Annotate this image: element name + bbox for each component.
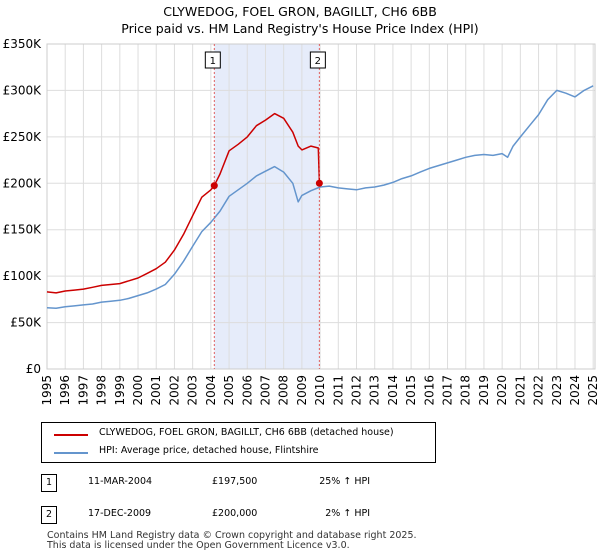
sale-label-number: 1 — [210, 56, 216, 67]
x-tick-label: 2020 — [495, 375, 509, 406]
x-tick-label: 1998 — [95, 375, 109, 406]
title: CLYWEDOG, FOEL GRON, BAGILLT, CH6 6BB — [163, 4, 437, 19]
y-tick-label: £50K — [10, 316, 42, 330]
y-tick-label: £0 — [26, 362, 41, 376]
legend-label-property: CLYWEDOG, FOEL GRON, BAGILLT, CH6 6BB (d… — [99, 427, 394, 438]
legend-swatch-hpi — [54, 452, 88, 454]
x-tick-label: 2002 — [167, 375, 181, 406]
x-tick-label: 2018 — [459, 375, 473, 406]
x-tick-label: 2017 — [441, 375, 455, 406]
x-tick-label: 2015 — [404, 375, 418, 406]
legend-swatch-property — [54, 434, 88, 436]
sale-point — [315, 179, 323, 187]
x-tick-label: 2007 — [258, 375, 272, 406]
x-tick-label: 2022 — [532, 375, 546, 406]
sale-price-1: £197,500 — [212, 476, 258, 487]
x-tick-label: 2003 — [186, 375, 200, 406]
sale-label-box — [309, 51, 326, 69]
x-tick-label: 2023 — [550, 375, 564, 406]
x-tick-label: 2024 — [568, 375, 582, 406]
sale-marker-2: 2 — [41, 506, 57, 524]
legend-item-property: CLYWEDOG, FOEL GRON, BAGILLT, CH6 6BB (d… — [42, 426, 435, 444]
y-tick-label: £350K — [3, 37, 43, 51]
sale-row-2: 2 17-DEC-2009 £200,000 2% ↑ HPI — [0, 506, 600, 528]
sale-date-1: 11-MAR-2004 — [88, 476, 153, 487]
sale-label-number: 2 — [315, 56, 321, 67]
x-tick-label: 2013 — [368, 375, 382, 406]
legend-label-hpi: HPI: Average price, detached house, Flin… — [99, 445, 319, 456]
plot-border — [46, 43, 596, 370]
y-tick-label: £100K — [3, 269, 43, 283]
shaded-period — [214, 44, 320, 369]
sale-row-1: 1 11-MAR-2004 £197,500 25% ↑ HPI — [0, 474, 600, 496]
x-tick-label: 2000 — [131, 375, 145, 406]
x-tick-label: 2021 — [513, 375, 527, 406]
x-tick-label: 2016 — [422, 375, 436, 406]
sale-hpi-1: 25% ↑ HPI — [319, 476, 370, 487]
sale-point — [210, 182, 218, 190]
x-tick-label: 2012 — [350, 375, 364, 406]
legend: CLYWEDOG, FOEL GRON, BAGILLT, CH6 6BB (d… — [41, 422, 436, 463]
legend-item-hpi: HPI: Average price, detached house, Flin… — [42, 444, 435, 462]
sale-label-box — [204, 51, 221, 69]
chart-title: CLYWEDOG, FOEL GRON, BAGILLT, CH6 6BB Pr… — [0, 3, 600, 37]
x-tick-label: 2014 — [386, 375, 400, 406]
x-tick-label: 2009 — [295, 375, 309, 406]
series-line-property — [46, 112, 321, 294]
sale-date-2: 17-DEC-2009 — [88, 508, 152, 519]
y-tick-label: £150K — [3, 223, 43, 237]
subtitle: Price paid vs. HM Land Registry's House … — [121, 21, 479, 36]
x-tick-label: 1995 — [40, 375, 54, 406]
x-tick-label: 1997 — [76, 375, 90, 406]
sale-marker-1: 1 — [41, 474, 57, 492]
footer-line-1: Contains HM Land Registry data © Crown c… — [47, 530, 417, 541]
x-tick-label: 2006 — [240, 375, 254, 406]
footer-line-2: This data is licensed under the Open Gov… — [47, 540, 350, 551]
y-tick-label: £200K — [3, 176, 43, 190]
y-tick-label: £250K — [3, 130, 43, 144]
series-line-hpi — [46, 85, 594, 309]
chart-plot: £0 £50K £100K £150K £200K £250K £300K £350K 1995… — [3, 37, 600, 406]
x-tick-label: 2010 — [313, 375, 327, 406]
sale-price-2: £200,000 — [212, 508, 258, 519]
x-tick-label: 2011 — [331, 375, 345, 406]
y-tick-label: £300K — [3, 83, 43, 97]
plot-background — [47, 44, 595, 369]
x-tick-label: 2008 — [277, 375, 291, 406]
x-tick-label: 2004 — [204, 375, 218, 406]
x-tick-label: 1999 — [113, 375, 127, 406]
x-tick-label: 2005 — [222, 375, 236, 406]
footer: Contains HM Land Registry data © Crown c… — [47, 531, 417, 551]
sale-hpi-2: 2% ↑ HPI — [325, 508, 370, 519]
x-tick-label: 1996 — [58, 375, 72, 406]
x-tick-label: 2025 — [586, 375, 600, 406]
x-tick-label: 2001 — [149, 375, 163, 406]
x-tick-label: 2019 — [477, 375, 491, 406]
